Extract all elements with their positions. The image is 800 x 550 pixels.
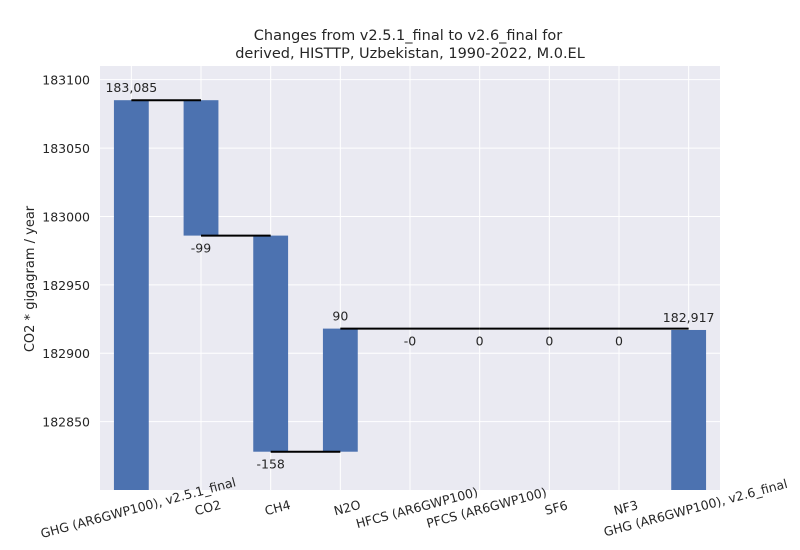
bar [113,100,149,491]
value-label: -99 [191,241,211,256]
bar [322,328,358,452]
y-tick-label: 183100 [42,73,90,88]
bar [183,100,219,236]
value-labels: 183,085 -99 -158 90 -0 0 0 0 182,917 [105,80,714,472]
chart-title-line-2: derived, HISTTP, Uzbekistan, 1990-2022, … [235,46,585,62]
chart-title: Changes from v2.5.1_final to v2.6_final … [235,28,585,62]
y-tick-label: 183050 [42,141,90,156]
bars [113,100,707,491]
value-label: 0 [476,334,484,349]
x-tick-label: CO2 [193,497,223,518]
x-tick-label: NF3 [612,497,640,518]
y-axis-label: CO2 * gigagram / year [23,205,38,352]
x-tick-label: N2O [332,497,362,519]
x-tick-label: SF6 [543,497,569,517]
y-tick-label: 182850 [42,415,90,430]
chart-title-line-1: Changes from v2.5.1_final to v2.6_final … [254,28,562,44]
bar [253,235,289,452]
y-tick-label: 183000 [42,209,90,224]
value-label: -158 [256,457,284,472]
value-label: 0 [545,334,553,349]
value-label: 90 [332,309,348,324]
value-label: 182,917 [663,310,715,325]
y-axis-ticks: 182850 182900 182950 183000 183050 183100 [42,73,90,430]
bar [671,329,707,490]
x-tick-label: CH4 [263,497,292,518]
value-label: 183,085 [105,80,157,95]
value-label: -0 [404,334,417,349]
connector-lines [131,99,689,453]
y-tick-label: 182900 [42,346,90,361]
value-label: 0 [615,334,623,349]
y-tick-label: 182950 [42,278,90,293]
